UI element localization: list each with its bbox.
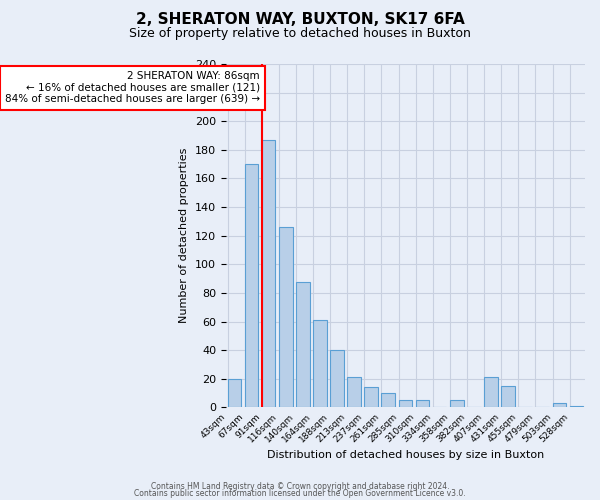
Bar — [262, 140, 275, 407]
Bar — [313, 320, 327, 408]
Bar — [296, 282, 310, 408]
Bar — [330, 350, 344, 408]
Y-axis label: Number of detached properties: Number of detached properties — [179, 148, 190, 324]
Bar — [450, 400, 464, 407]
Text: Contains HM Land Registry data © Crown copyright and database right 2024.: Contains HM Land Registry data © Crown c… — [151, 482, 449, 491]
Bar — [569, 406, 583, 407]
Text: 2, SHERATON WAY, BUXTON, SK17 6FA: 2, SHERATON WAY, BUXTON, SK17 6FA — [136, 12, 464, 28]
Text: Contains public sector information licensed under the Open Government Licence v3: Contains public sector information licen… — [134, 490, 466, 498]
Bar — [245, 164, 259, 408]
Bar — [484, 378, 498, 408]
Text: 2 SHERATON WAY: 86sqm
← 16% of detached houses are smaller (121)
84% of semi-det: 2 SHERATON WAY: 86sqm ← 16% of detached … — [5, 71, 260, 104]
Text: Size of property relative to detached houses in Buxton: Size of property relative to detached ho… — [129, 28, 471, 40]
Bar — [347, 378, 361, 408]
Bar — [398, 400, 412, 407]
Bar — [501, 386, 515, 407]
Bar — [416, 400, 430, 407]
Bar — [553, 403, 566, 407]
Bar — [227, 379, 241, 408]
Bar — [382, 393, 395, 407]
Bar — [279, 227, 293, 408]
X-axis label: Distribution of detached houses by size in Buxton: Distribution of detached houses by size … — [267, 450, 544, 460]
Bar — [364, 388, 378, 407]
